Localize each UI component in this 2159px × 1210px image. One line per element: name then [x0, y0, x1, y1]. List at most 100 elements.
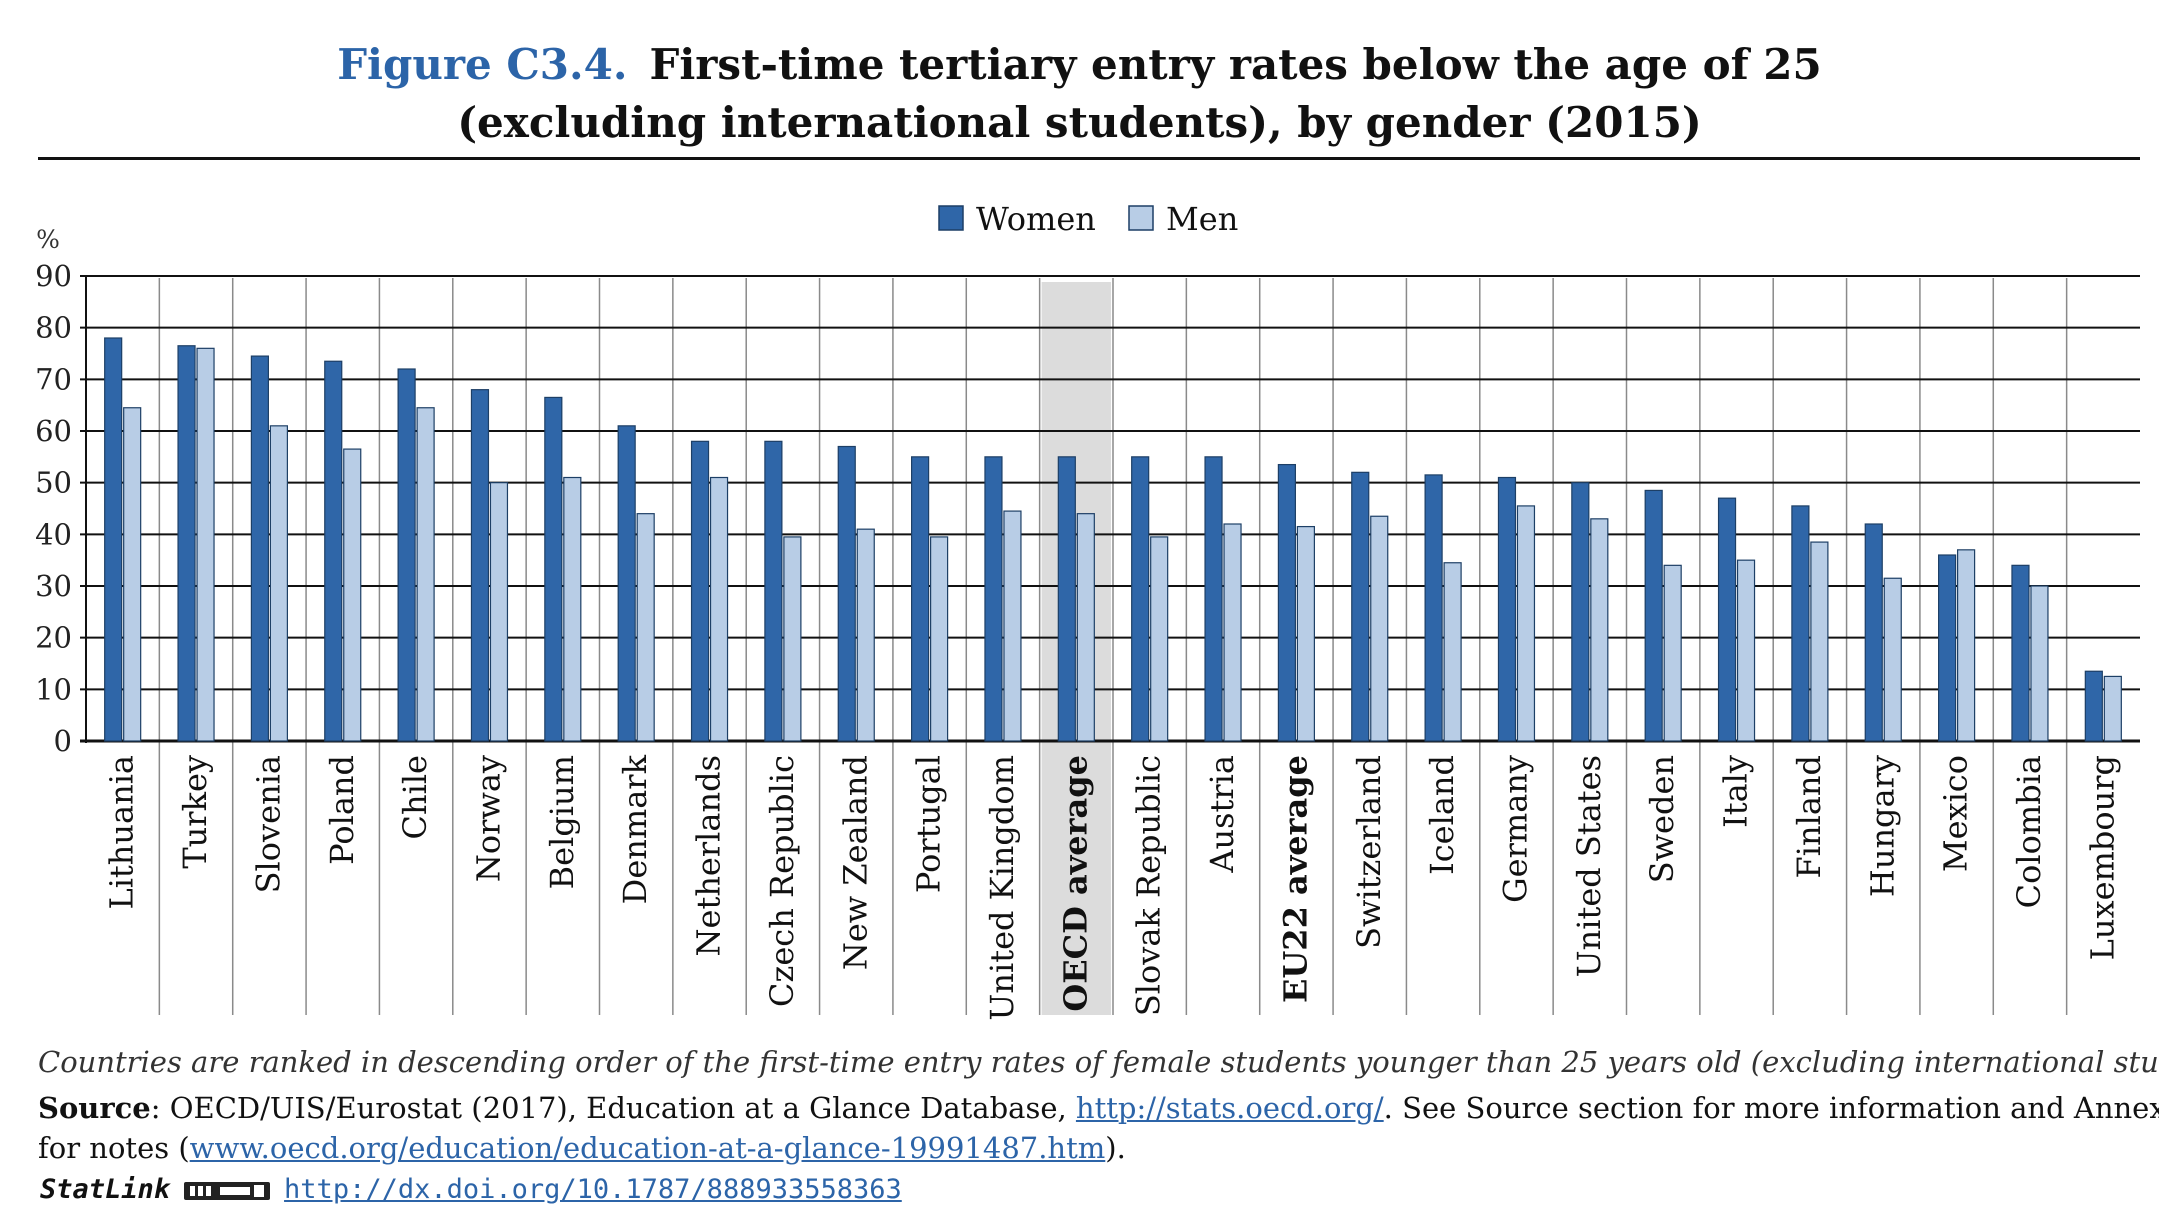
bar-women [397, 368, 416, 742]
bar-men [269, 425, 288, 742]
bar-women [177, 345, 196, 742]
statlink-url[interactable]: http://dx.doi.org/10.1787/888933558363 [284, 1174, 902, 1205]
statlink-line: StatLink http://dx.doi.org/10.1787/888933… [40, 1172, 902, 1208]
bar-men [783, 536, 802, 742]
bar-men [930, 536, 949, 742]
x-tick-label: New Zealand [836, 755, 874, 970]
x-tick-label: Italy [1717, 755, 1755, 828]
x-tick-label: Norway [469, 755, 507, 882]
x-tick-label: Germany [1496, 755, 1534, 903]
source-link-eag[interactable]: www.oecd.org/education/education-at-a-gl… [189, 1131, 1106, 1165]
bar-men [1516, 505, 1536, 742]
bar-women [1277, 463, 1296, 742]
bar-women [911, 456, 930, 742]
legend-label-men: Men [1166, 200, 1238, 238]
bar-women [617, 425, 636, 742]
bar-men [416, 407, 435, 742]
source-text-2: . See Source section for more informatio… [1383, 1091, 2159, 1125]
bar-men [343, 448, 362, 742]
x-tick-label: United States [1570, 755, 1608, 977]
bar-women [984, 456, 1003, 742]
source-line-1: Source: OECD/UIS/Eurostat (2017), Educat… [38, 1088, 2159, 1128]
x-tick-label: Netherlands [690, 755, 728, 956]
x-tick-label: Austria [1203, 755, 1241, 874]
y-tick-label: 30 [35, 569, 72, 603]
y-tick-label: 50 [35, 466, 72, 500]
x-tick-label: EU22 average [1276, 755, 1314, 1003]
bar-men [1883, 577, 1902, 742]
bar-women [544, 396, 563, 742]
y-tick-label: 40 [35, 517, 72, 551]
figure-title-line-2: (excluding international students), by g… [457, 98, 1702, 147]
bar-men [1443, 562, 1462, 742]
x-tick-label: Slovenia [249, 755, 287, 893]
bar-men [2030, 585, 2049, 742]
x-tick-label: Czech Republic [763, 755, 801, 1007]
legend-swatch-women [938, 205, 964, 231]
x-tick-label: Lithuania [103, 755, 141, 910]
x-tick-label: Iceland [1423, 755, 1461, 875]
y-tick-label: 10 [35, 672, 72, 706]
legend-label-women: Women [976, 200, 1096, 238]
source-text-1: : OECD/UIS/Eurostat (2017), Education at… [150, 1091, 1076, 1125]
figure-title-text: First-time tertiary entry rates below th… [649, 40, 1822, 89]
figure-title-line-1: Figure C3.4. First-time tertiary entry ra… [0, 36, 2159, 94]
bar-men [2103, 675, 2122, 742]
x-tick-label: Belgium [543, 755, 581, 889]
x-tick-label: OECD average [1056, 755, 1094, 1012]
source-link-stats[interactable]: http://stats.oecd.org/ [1075, 1091, 1384, 1125]
bar-women [1057, 456, 1076, 742]
bar-women [690, 440, 710, 742]
source-label: Source [38, 1091, 151, 1125]
bar-women [1938, 554, 1957, 742]
bar-men [1296, 525, 1315, 742]
bar-men [709, 476, 729, 742]
bar-women [470, 389, 490, 742]
y-tick-label: 90 [35, 259, 72, 293]
bar-men [1003, 510, 1022, 742]
bar-women [764, 440, 783, 742]
source-text-4: ). [1105, 1131, 1126, 1165]
bar-women [2011, 564, 2030, 742]
x-tick-label: Chile [396, 755, 434, 840]
bar-women [1571, 482, 1590, 742]
x-tick-label: Mexico [1937, 755, 1975, 872]
highlight-column [1041, 282, 1111, 1015]
bar-men [856, 528, 875, 742]
bar-men [1076, 513, 1095, 742]
y-tick-label: 70 [35, 362, 72, 396]
x-tick-label: Switzerland [1350, 755, 1388, 949]
bar-men [489, 482, 509, 742]
chart-note: Countries are ranked in descending order… [38, 1045, 2159, 1079]
bar-women [324, 360, 343, 742]
bar-women [104, 337, 123, 742]
x-tick-label: Denmark [616, 754, 654, 904]
bar-men [1370, 515, 1389, 742]
bar-men [1663, 564, 1682, 742]
x-tick-label: Poland [323, 755, 361, 865]
bar-women [1131, 456, 1150, 742]
bar-men [1957, 549, 1976, 742]
x-tick-label: Finland [1790, 755, 1828, 878]
statlink-label: StatLink [40, 1174, 171, 1205]
bar-men [1150, 536, 1169, 742]
bar-men [563, 476, 582, 742]
figure-number: Figure C3.4. [337, 40, 628, 89]
bar-women [1644, 489, 1663, 742]
x-tick-label: Turkey [176, 755, 214, 869]
y-tick-label: 0 [54, 724, 72, 758]
x-tick-label: Colombia [2010, 755, 2048, 908]
y-tick-label: 60 [35, 414, 72, 448]
x-tick-label: Luxembourg [2083, 755, 2121, 960]
bar-women [837, 445, 856, 742]
bar-men [196, 347, 215, 742]
bar-women [1864, 523, 1883, 742]
statlink-logo-icon [184, 1181, 271, 1200]
bar-women [1717, 497, 1737, 742]
bar-men [123, 407, 142, 742]
title-rule [38, 157, 2140, 160]
x-tick-label: Portugal [910, 755, 948, 893]
bar-women [1791, 505, 1810, 742]
x-tick-label: United Kingdom [983, 755, 1021, 1021]
